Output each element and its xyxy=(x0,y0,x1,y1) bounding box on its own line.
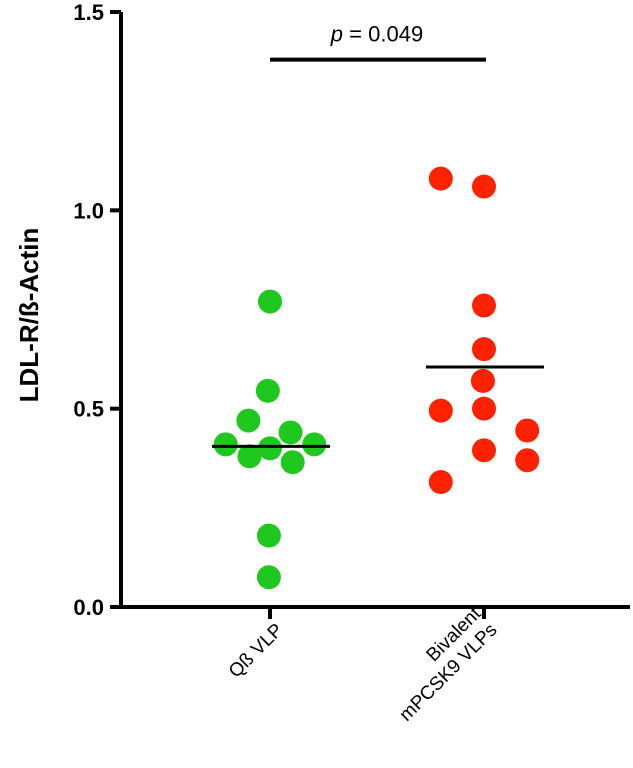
data-point xyxy=(278,420,303,445)
x-category-label-line: Qß VLP xyxy=(225,620,288,683)
data-point xyxy=(472,174,496,199)
data-point xyxy=(256,565,281,590)
data-point xyxy=(302,432,327,457)
data-points: p = 0.049 xyxy=(212,22,544,590)
data-point xyxy=(255,378,280,403)
p-symbol: p xyxy=(330,22,343,47)
x-category-label: Qß VLP xyxy=(225,620,288,683)
data-point xyxy=(428,166,453,191)
data-point xyxy=(258,436,282,461)
y-tick-label: 0.0 xyxy=(73,595,104,620)
data-point xyxy=(470,368,495,393)
data-point xyxy=(237,444,262,469)
data-point xyxy=(472,438,496,463)
data-point xyxy=(236,408,261,433)
data-point xyxy=(515,448,540,473)
p-value-label: p = 0.049 xyxy=(330,22,423,47)
data-point xyxy=(428,470,453,495)
data-point xyxy=(213,432,238,457)
p-value-text: = 0.049 xyxy=(343,22,423,47)
data-point xyxy=(472,293,496,318)
y-axis-title: LDL-R/ß-Actin xyxy=(14,228,44,403)
data-point xyxy=(280,450,305,475)
data-point xyxy=(472,337,496,362)
y-tick-label: 1.0 xyxy=(73,198,104,223)
data-point xyxy=(256,523,281,548)
data-point xyxy=(258,289,282,314)
data-point xyxy=(472,396,496,421)
y-tick-label: 0.5 xyxy=(73,397,104,422)
y-tick-label: 1.5 xyxy=(73,0,104,25)
data-point xyxy=(515,418,540,443)
data-point xyxy=(428,398,453,423)
